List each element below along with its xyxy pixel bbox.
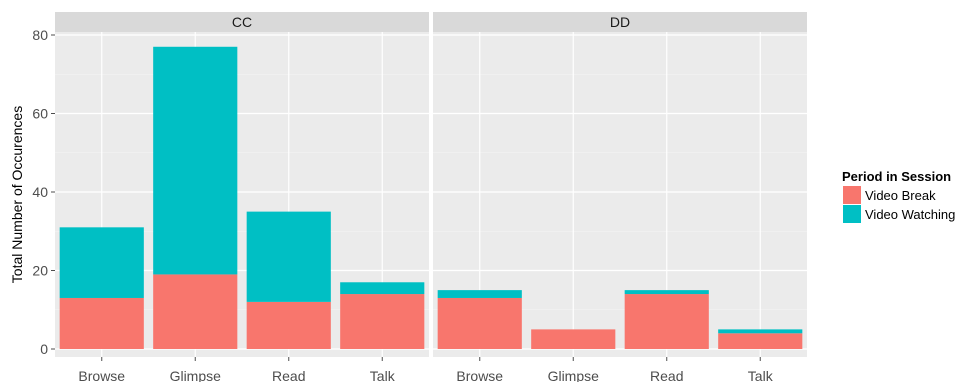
bar-cc-talk-video-break — [340, 294, 425, 349]
facet-strip-label: CC — [232, 14, 252, 30]
bar-dd-talk-video-break — [718, 333, 803, 349]
y-tick-label: 40 — [32, 184, 48, 200]
bar-cc-read-video-watching — [246, 211, 331, 302]
x-tick-label: Glimpse — [548, 368, 600, 382]
x-tick-label: Read — [650, 368, 683, 382]
legend-key-video-break — [843, 186, 861, 204]
y-axis-title: Total Number of Occurences — [9, 106, 25, 283]
y-tick-label: 60 — [32, 106, 48, 122]
y-tick-label: 80 — [32, 27, 48, 43]
bar-cc-talk-video-watching — [340, 282, 425, 295]
legend-label: Video Break — [865, 188, 936, 203]
y-tick-label: 0 — [40, 341, 48, 357]
legend-label: Video Watching — [865, 207, 955, 222]
x-tick-label: Talk — [370, 368, 396, 382]
facet-strip — [55, 12, 429, 32]
facet-cc: CC Browse Glimpse Read Talk — [55, 12, 429, 382]
bar-cc-browse-video-watching — [59, 227, 144, 298]
legend: Period in Session Video Break Video Watch… — [842, 169, 955, 223]
bar-cc-glimpse-video-break — [153, 274, 238, 349]
bar-cc-read-video-break — [246, 301, 331, 349]
facet-strip-label: DD — [610, 14, 630, 30]
x-tick-label: Glimpse — [170, 368, 222, 382]
legend-title: Period in Session — [842, 169, 951, 184]
y-axis: 0 20 40 60 80 — [32, 27, 55, 357]
y-tick-label: 20 — [32, 263, 48, 279]
bar-dd-talk-video-watching — [718, 329, 803, 334]
facet-dd: DD Browse Glimpse Read Talk — [433, 12, 807, 382]
x-tick-label: Browse — [78, 368, 125, 382]
bar-dd-glimpse-video-break — [531, 329, 616, 349]
x-tick-label: Talk — [748, 368, 774, 382]
legend-key-video-watching — [843, 205, 861, 223]
bar-dd-browse-video-watching — [437, 290, 522, 298]
bar-dd-read-video-break — [624, 294, 709, 349]
x-tick-label: Browse — [456, 368, 503, 382]
facet-panels: CC Browse Glimpse Read Talk DD Browse Glimpse Re… — [55, 12, 807, 382]
bar-dd-browse-video-break — [437, 297, 522, 349]
bar-cc-browse-video-break — [59, 297, 144, 349]
bar-cc-glimpse-video-watching — [153, 46, 238, 275]
x-tick-label: Read — [272, 368, 305, 382]
bar-dd-read-video-watching — [624, 290, 709, 295]
facet-strip — [433, 12, 807, 32]
